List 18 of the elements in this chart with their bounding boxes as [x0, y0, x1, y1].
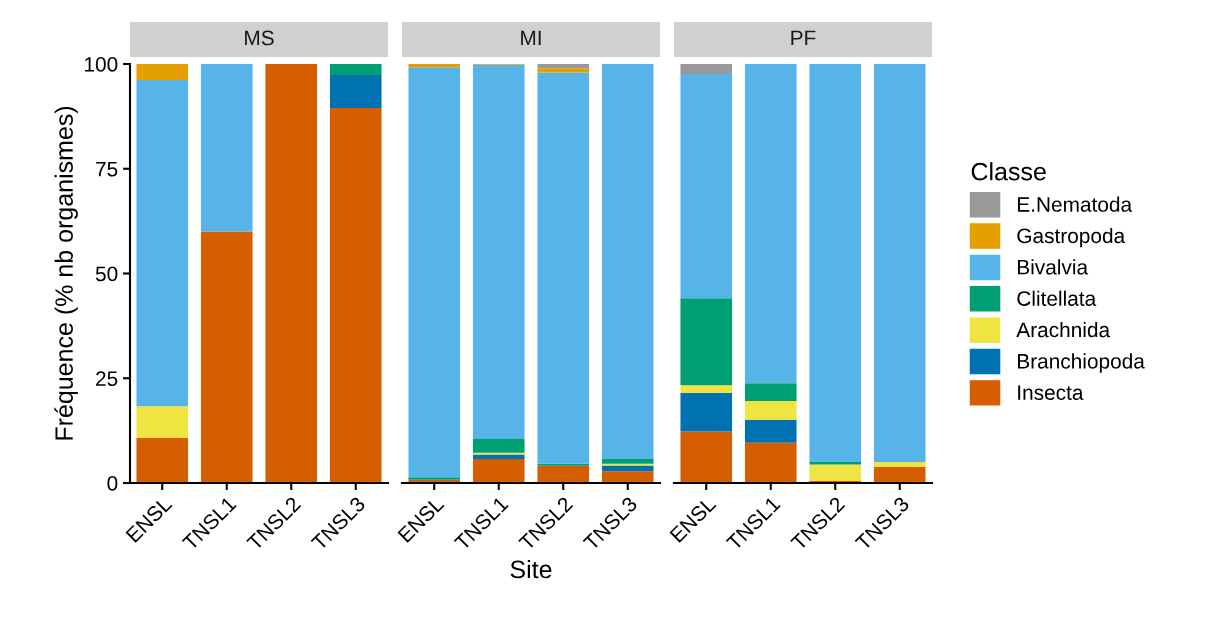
y-tick-label: 25 — [96, 371, 118, 386]
chart-title: PF — [791, 30, 816, 46]
legend-label: Gastropoda — [1017, 227, 1126, 248]
legend-label: Bivalvia — [1017, 259, 1089, 275]
legend-label: Arachnida — [1016, 321, 1111, 338]
x-axis-title: Site — [510, 559, 552, 579]
legend-label: Branchiopoda — [1017, 353, 1145, 373]
legend-title: Classe — [971, 162, 1046, 181]
y-tick-label: 50 — [95, 266, 118, 282]
y-tick-label: 75 — [96, 161, 118, 177]
y-tick-label: 0 — [107, 476, 118, 491]
chart-title: MI — [521, 30, 541, 46]
chart-title: MS — [245, 30, 274, 46]
y-tick-label: 100 — [85, 57, 118, 72]
legend-label: Insecta — [1018, 385, 1084, 400]
y-axis-title: Fréquence (% nb organismes) — [54, 106, 78, 440]
legend-label: Clitellata — [1017, 290, 1097, 306]
legend-label: E.Nematoda — [1017, 196, 1133, 212]
